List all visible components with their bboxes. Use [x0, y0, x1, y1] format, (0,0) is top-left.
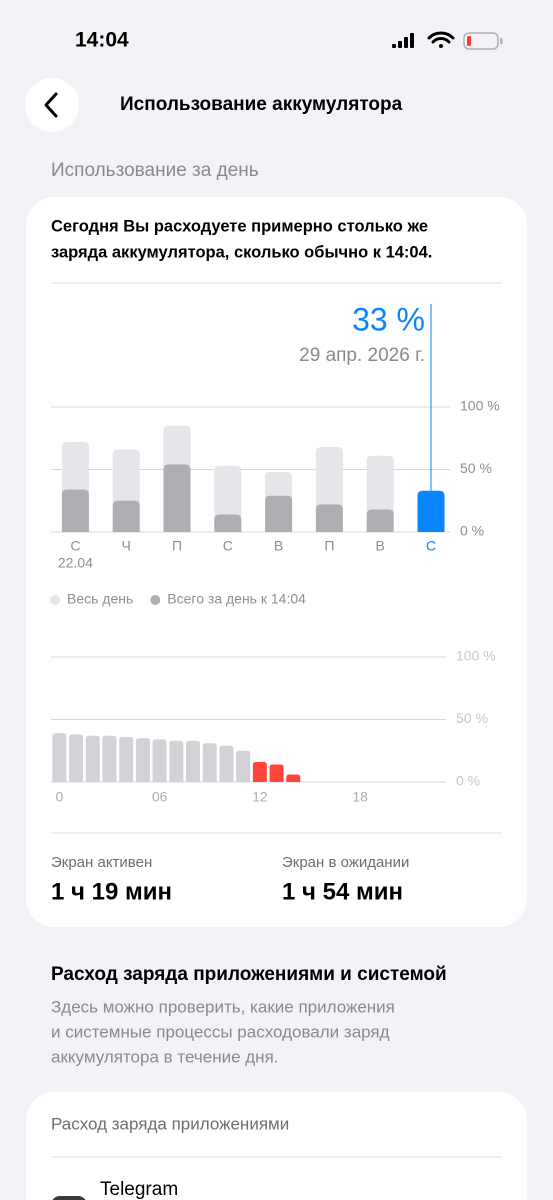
section-title: Использование за день [51, 160, 259, 181]
back-chevron [44, 92, 58, 118]
wifi-icon [427, 31, 455, 48]
bar [69, 734, 84, 782]
bar [152, 739, 167, 782]
x-tick-label: С [70, 538, 80, 554]
description-line: Здесь можно проверить, какие приложения [51, 997, 395, 1016]
bar [119, 737, 134, 782]
bar [286, 774, 301, 782]
bar [85, 735, 100, 782]
app-icon [52, 1196, 86, 1200]
bar [315, 504, 343, 532]
bar [135, 738, 150, 782]
x-date-label: 22.04 [58, 555, 93, 571]
status-time: 14:04 [75, 29, 129, 52]
apps-card-title: Расход заряда приложениями [51, 1114, 289, 1133]
y-tick-label: 100 % [460, 398, 500, 414]
legend-label: Всего за день к 14:04 [167, 591, 306, 607]
bar [236, 750, 251, 782]
bar [214, 514, 242, 532]
x-tick-label: 12 [252, 789, 268, 805]
usage-card [26, 197, 527, 927]
screen-value: 1 ч 19 мин [51, 878, 172, 905]
daily-chart: 0 %50 %100 %33 %29 апр. 2026 г.С Ч П С В П В С2… [50, 301, 500, 607]
bar [269, 764, 284, 782]
bar [202, 743, 217, 782]
legend-marker [50, 595, 60, 605]
y-tick-label: 100 % [456, 648, 496, 664]
bar [219, 745, 234, 782]
x-tick-label: Ч [122, 538, 131, 554]
summary-line: Сегодня Вы расходуете примерно столько ж… [51, 217, 428, 235]
x-tick-label: 0 [55, 789, 63, 805]
section-title: Расход заряда приложениями и системой [51, 964, 447, 985]
x-tick-label: С [426, 538, 436, 554]
back-button[interactable] [25, 78, 79, 132]
x-tick-label: В [376, 538, 385, 554]
bar [265, 495, 293, 532]
y-tick-label: 0 % [456, 773, 480, 789]
x-tick-label: 18 [352, 789, 368, 805]
screen-label: Экран в ожидании [282, 854, 409, 871]
screen-value: 1 ч 54 мин [282, 878, 403, 905]
y-tick-label: 50 % [456, 710, 488, 726]
app-name[interactable]: Telegram [100, 1179, 178, 1200]
description-line: и системные процессы расходовали заряд [51, 1022, 390, 1041]
y-tick-label: 50 % [460, 460, 492, 476]
bar [252, 762, 267, 782]
bar [112, 500, 140, 532]
x-tick-label: С [223, 538, 233, 554]
legend-marker [150, 595, 161, 605]
apps-card [26, 1092, 527, 1200]
bar [186, 740, 201, 782]
hourly-chart: 0 % 50 % 100 % 0 06 12 18 [51, 648, 496, 805]
highlight-date: 29 апр. 2026 г. [299, 345, 425, 366]
bar [102, 735, 117, 782]
x-tick-label: В [274, 538, 283, 554]
bar [366, 509, 394, 532]
x-tick-label: П [172, 538, 182, 554]
bar [417, 490, 445, 532]
bar [169, 740, 184, 782]
y-tick-label: 0 % [460, 523, 484, 539]
signal-icon [392, 33, 414, 48]
bar [61, 489, 89, 532]
screen-label: Экран активен [51, 854, 152, 871]
battery-icon [463, 32, 503, 50]
highlight-value: 33 % [352, 301, 425, 337]
x-tick-label: П [324, 538, 334, 554]
page-title: Использование аккумулятора [120, 94, 403, 115]
summary-line: заряда аккумулятора, сколько обычно к 14… [51, 243, 432, 261]
x-tick-label: 06 [152, 789, 168, 805]
bar [163, 464, 191, 532]
description-line: аккумулятора в течение дня. [51, 1047, 279, 1066]
legend-label: Весь день [67, 591, 133, 607]
bar [52, 733, 67, 782]
